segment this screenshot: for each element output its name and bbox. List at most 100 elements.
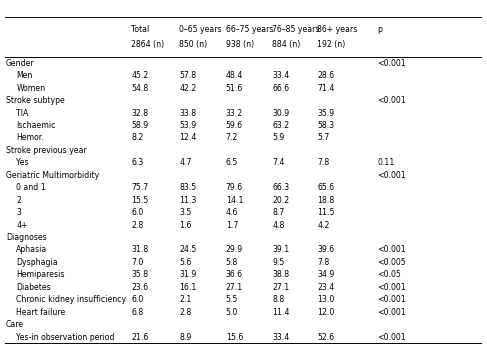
Text: 7.4: 7.4	[272, 158, 284, 167]
Text: 79.6: 79.6	[226, 183, 243, 192]
Text: 7.0: 7.0	[131, 258, 144, 267]
Text: 52.6: 52.6	[318, 333, 335, 341]
Text: 8.8: 8.8	[272, 295, 284, 304]
Text: <0.001: <0.001	[377, 295, 406, 304]
Text: 48.4: 48.4	[226, 71, 243, 80]
Text: Ischaemic: Ischaemic	[17, 121, 56, 130]
Text: 66.6: 66.6	[272, 84, 289, 93]
Text: p: p	[377, 25, 382, 34]
Text: 0 and 1: 0 and 1	[17, 183, 46, 192]
Text: <0.001: <0.001	[377, 171, 406, 180]
Text: 38.8: 38.8	[272, 270, 289, 279]
Text: Men: Men	[17, 71, 33, 80]
Text: 11.4: 11.4	[272, 308, 290, 317]
Text: 39.1: 39.1	[272, 245, 289, 254]
Text: 31.8: 31.8	[131, 245, 149, 254]
Text: 6.8: 6.8	[131, 308, 144, 317]
Text: 18.8: 18.8	[318, 196, 335, 205]
Text: 1.6: 1.6	[179, 221, 191, 230]
Text: 8.9: 8.9	[179, 333, 191, 341]
Text: 2864 (n): 2864 (n)	[131, 40, 165, 49]
Text: 13.0: 13.0	[318, 295, 335, 304]
Text: 23.6: 23.6	[131, 283, 149, 292]
Text: 76–85 years: 76–85 years	[272, 25, 319, 34]
Text: 14.1: 14.1	[226, 196, 244, 205]
Text: 7.8: 7.8	[318, 158, 330, 167]
Text: 59.6: 59.6	[226, 121, 243, 130]
Text: Gender: Gender	[6, 59, 35, 68]
Text: Total: Total	[131, 25, 150, 34]
Text: Geriatric Multimorbidity: Geriatric Multimorbidity	[6, 171, 99, 180]
Text: 12.4: 12.4	[179, 133, 196, 143]
Text: 7.2: 7.2	[226, 133, 238, 143]
Text: 4.2: 4.2	[318, 221, 330, 230]
Text: 5.9: 5.9	[272, 133, 284, 143]
Text: 86+ years: 86+ years	[318, 25, 358, 34]
Text: <0.001: <0.001	[377, 96, 406, 105]
Text: <0.005: <0.005	[377, 258, 406, 267]
Text: 4.7: 4.7	[179, 158, 191, 167]
Text: 30.9: 30.9	[272, 108, 289, 118]
Text: 39.6: 39.6	[318, 245, 335, 254]
Text: Dysphagia: Dysphagia	[17, 258, 58, 267]
Text: 11.5: 11.5	[318, 208, 335, 217]
Text: 31.9: 31.9	[179, 270, 196, 279]
Text: 850 (n): 850 (n)	[179, 40, 207, 49]
Text: Heart failure: Heart failure	[17, 308, 66, 317]
Text: 16.1: 16.1	[179, 283, 196, 292]
Text: Chronic kidney insufficiency: Chronic kidney insufficiency	[17, 295, 127, 304]
Text: 4.8: 4.8	[272, 221, 284, 230]
Text: <0.001: <0.001	[377, 59, 406, 68]
Text: 6.0: 6.0	[131, 295, 144, 304]
Text: 884 (n): 884 (n)	[272, 40, 300, 49]
Text: 20.2: 20.2	[272, 196, 289, 205]
Text: 57.8: 57.8	[179, 71, 196, 80]
Text: 4+: 4+	[17, 221, 28, 230]
Text: 66.3: 66.3	[272, 183, 289, 192]
Text: 6.3: 6.3	[131, 158, 144, 167]
Text: 3.5: 3.5	[179, 208, 191, 217]
Text: 34.9: 34.9	[318, 270, 335, 279]
Text: Women: Women	[17, 84, 45, 93]
Text: 8.7: 8.7	[272, 208, 284, 217]
Text: 0–65 years: 0–65 years	[179, 25, 222, 34]
Text: Yes: Yes	[17, 158, 29, 167]
Text: 5.5: 5.5	[226, 295, 238, 304]
Text: 2.8: 2.8	[131, 221, 144, 230]
Text: 6.0: 6.0	[131, 208, 144, 217]
Text: 2.8: 2.8	[179, 308, 191, 317]
Text: Hemor.: Hemor.	[17, 133, 44, 143]
Text: 2: 2	[17, 196, 21, 205]
Text: 8.2: 8.2	[131, 133, 144, 143]
Text: 5.7: 5.7	[318, 133, 330, 143]
Text: Stroke subtype: Stroke subtype	[6, 96, 65, 105]
Text: 75.7: 75.7	[131, 183, 149, 192]
Text: 11.3: 11.3	[179, 196, 196, 205]
Text: 65.6: 65.6	[318, 183, 335, 192]
Text: Stroke previous year: Stroke previous year	[6, 146, 87, 155]
Text: 29.9: 29.9	[226, 245, 243, 254]
Text: 28.6: 28.6	[318, 71, 335, 80]
Text: 3: 3	[17, 208, 21, 217]
Text: 71.4: 71.4	[318, 84, 335, 93]
Text: 66–75 years: 66–75 years	[226, 25, 273, 34]
Text: 63.2: 63.2	[272, 121, 289, 130]
Text: 27.1: 27.1	[226, 283, 243, 292]
Text: 36.6: 36.6	[226, 270, 243, 279]
Text: 15.5: 15.5	[131, 196, 149, 205]
Text: 27.1: 27.1	[272, 283, 289, 292]
Text: 6.5: 6.5	[226, 158, 238, 167]
Text: 12.0: 12.0	[318, 308, 335, 317]
Text: <0.001: <0.001	[377, 245, 406, 254]
Text: 9.5: 9.5	[272, 258, 284, 267]
Text: 33.8: 33.8	[179, 108, 196, 118]
Text: <0.001: <0.001	[377, 333, 406, 341]
Text: Diagnoses: Diagnoses	[6, 233, 47, 242]
Text: 35.9: 35.9	[318, 108, 335, 118]
Text: 45.2: 45.2	[131, 71, 149, 80]
Text: 5.8: 5.8	[226, 258, 238, 267]
Text: 53.9: 53.9	[179, 121, 196, 130]
Text: 58.3: 58.3	[318, 121, 335, 130]
Text: <0.001: <0.001	[377, 283, 406, 292]
Text: 51.6: 51.6	[226, 84, 243, 93]
